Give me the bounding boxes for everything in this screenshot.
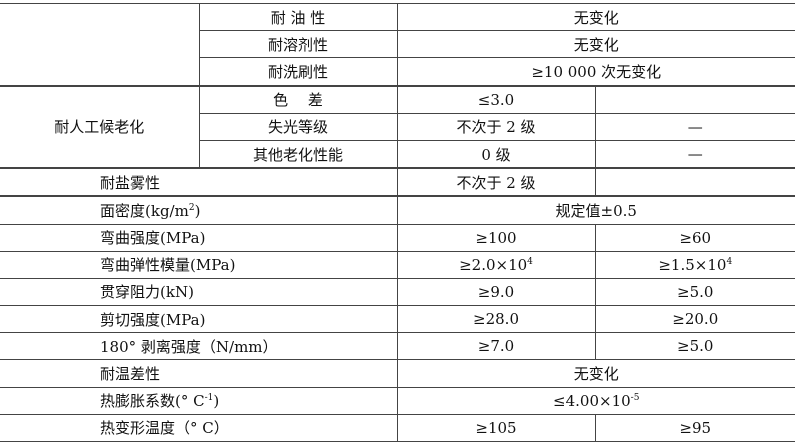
property-name: 贯穿阻力(kN) — [0, 277, 398, 307]
value-a: 不次于 2 级 — [396, 112, 596, 141]
table-row: 贯穿阻力(kN) ≥9.0 ≥5.0 — [0, 277, 795, 307]
table-row: 耐 油 性 无变化 — [0, 2, 795, 87]
value-b: ≥20.0 — [594, 305, 795, 334]
property-name: 色 差 — [198, 84, 398, 114]
table-row: 180° 剥离强度（N/mm） ≥7.0 ≥5.0 — [0, 332, 795, 361]
value-b: ≥1.5×104 — [594, 250, 795, 279]
property-value: 规定值±0.5 — [396, 195, 795, 225]
value-b: — — [594, 139, 795, 169]
value-b: ≥60 — [594, 223, 795, 252]
group-cell: 耐人工候老化 — [0, 84, 200, 169]
property-value: 无变化 — [396, 30, 795, 59]
table-row: 热变形温度（° C） ≥105 ≥95 — [0, 413, 795, 442]
property-name: 热变形温度（° C） — [0, 413, 398, 442]
table-row: 弯曲弹性模量(MPa) ≥2.0×104 ≥1.5×104 — [0, 250, 795, 279]
value-a: ≥2.0×104 — [396, 250, 596, 279]
value-a: ≥9.0 — [396, 277, 596, 307]
property-name: 180° 剥离强度（N/mm） — [0, 332, 398, 361]
value-a: 0 级 — [396, 139, 596, 169]
value-a: ≤3.0 — [396, 84, 596, 114]
property-name: 其他老化性能 — [199, 139, 398, 169]
property-name: 弯曲弹性模量(MPa) — [0, 250, 398, 279]
table-row: 耐溶剂性 无变化 — [0, 30, 795, 59]
property-name: 耐溶剂性 — [199, 30, 398, 59]
property-value: 无变化 — [396, 2, 795, 32]
value-b — [594, 84, 795, 114]
value-a: ≥100 — [396, 223, 596, 252]
property-name: 剪切强度(MPa) — [0, 305, 398, 334]
property-name: 耐温差性 — [0, 359, 398, 388]
value-b: ≥5.0 — [594, 277, 795, 307]
property-name: 热膨胀系数(° C-1) — [0, 386, 398, 415]
property-name: 耐洗刷性 — [199, 57, 398, 87]
group-cell — [0, 2, 200, 87]
value-b: — — [594, 112, 795, 141]
table-row: 剪切强度(MPa) ≥28.0 ≥20.0 — [0, 305, 795, 334]
value-a: ≥7.0 — [396, 332, 596, 361]
table-row: 面密度(kg/m2) 规定值±0.5 — [0, 195, 795, 225]
table-row: 失光等级 不次于 2 级 — — [0, 112, 795, 141]
property-name: 弯曲强度(MPa) — [0, 223, 398, 252]
property-name: 失光等级 — [199, 112, 398, 141]
property-value: ≤4.00×10-5 — [396, 386, 795, 415]
value-b: ≥95 — [594, 413, 795, 442]
property-name: 面密度(kg/m2) — [0, 195, 398, 225]
table-row: 耐温差性 无变化 — [0, 359, 795, 388]
property-value: 无变化 — [396, 359, 795, 388]
table-row: 弯曲强度(MPa) ≥100 ≥60 — [0, 223, 795, 252]
value-a: ≥105 — [396, 413, 596, 442]
value-a: 不次于 2 级 — [396, 167, 596, 197]
table-row: 热膨胀系数(° C-1) ≤4.00×10-5 — [0, 386, 795, 415]
table-row: 耐人工候老化 色 差 ≤3.0 — [0, 84, 795, 169]
value-b — [594, 167, 795, 197]
value-a: ≥28.0 — [396, 305, 596, 334]
property-name: 耐盐雾性 — [0, 167, 398, 197]
table-row: 耐盐雾性 不次于 2 级 — [0, 167, 795, 197]
value-b: ≥5.0 — [594, 332, 795, 361]
property-value: ≥10 000 次无变化 — [396, 57, 795, 87]
property-name: 耐 油 性 — [198, 2, 398, 32]
